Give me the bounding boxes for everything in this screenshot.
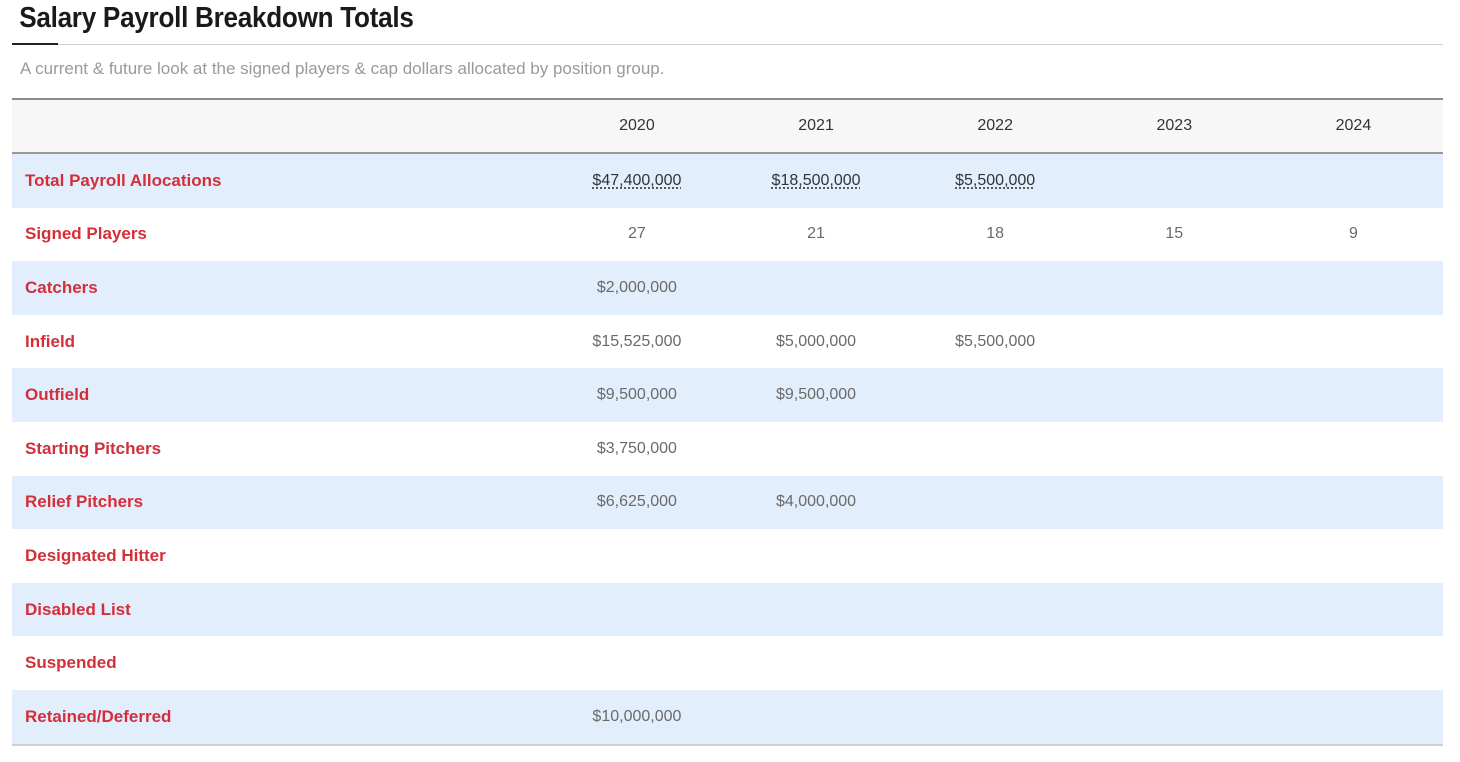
table-cell (726, 582, 906, 637)
table-cell (905, 261, 1085, 315)
total-payroll-2022[interactable]: $5,500,000 (905, 153, 1085, 208)
table-cell (547, 529, 726, 583)
table-cell (1264, 636, 1443, 690)
table-cell: $3,750,000 (596, 439, 677, 457)
table-cell (1264, 529, 1443, 583)
column-header-2023: 2023 (1084, 99, 1264, 154)
table-row-relief-pitchers: Relief Pitchers $6,625,000 $4,000,000 (12, 475, 1443, 530)
table-header-row: 2020 2021 2022 2023 2024 (12, 99, 1443, 154)
column-header-2021: 2021 (726, 99, 906, 154)
table-cell (1085, 422, 1264, 476)
total-payroll-2020[interactable]: $47,400,000 (547, 153, 727, 208)
table-row-designated-hitter: Designated Hitter (12, 529, 1443, 583)
table-cell: $5,000,000 (776, 332, 857, 350)
row-label-catchers: Catchers (12, 261, 548, 315)
table-cell: 9 (1348, 225, 1358, 243)
row-label-disabled-list: Disabled List (12, 582, 548, 637)
total-payroll-2021[interactable]: $18,500,000 (726, 153, 906, 208)
table-cell (1264, 315, 1443, 369)
row-label-starting-pitchers: Starting Pitchers (25, 438, 162, 458)
row-label-designated-hitter: Designated Hitter (25, 545, 166, 565)
row-label-suspended: Suspended (25, 653, 117, 673)
row-label-signed-players: Signed Players (25, 224, 147, 244)
table-cell (1084, 368, 1264, 422)
table-cell: $9,500,000 (547, 368, 727, 422)
table-cell: $15,525,000 (592, 332, 682, 350)
table-row-retained-deferred: Retained/Deferred $10,000,000 (12, 689, 1443, 746)
table-cell (905, 582, 1085, 637)
column-header-2024: 2024 (1263, 99, 1443, 154)
row-label-infield: Infield (25, 331, 76, 351)
table-cell (905, 475, 1085, 530)
table-cell (906, 636, 1085, 690)
row-label-retained-deferred: Retained/Deferred (12, 689, 548, 746)
table-cell: 15 (1165, 225, 1184, 243)
table-cell (905, 689, 1085, 746)
table-cell (906, 422, 1085, 476)
table-cell (726, 261, 906, 315)
column-header-2020: 2020 (547, 99, 727, 154)
table-cell: 18 (986, 225, 1005, 243)
page-header: Salary Payroll Breakdown Totals (12, 0, 1443, 45)
table-row-infield: Infield $15,525,000 $5,000,000 $5,500,00… (12, 315, 1443, 369)
table-cell (547, 636, 726, 690)
table-cell (726, 636, 905, 690)
table-row-total-payroll: Total Payroll Allocations $47,400,000 $1… (12, 153, 1443, 208)
table-cell (1263, 368, 1443, 422)
table-cell (1084, 582, 1264, 637)
table-cell: $9,500,000 (726, 368, 906, 422)
table-row-catchers: Catchers $2,000,000 (12, 261, 1443, 315)
table-row-outfield: Outfield $9,500,000 $9,500,000 (12, 368, 1443, 422)
table-cell (547, 582, 727, 637)
row-label-outfield: Outfield (12, 368, 548, 422)
title-divider (12, 36, 1443, 45)
table-cell (1084, 689, 1264, 746)
table-cell (1263, 475, 1443, 530)
table-cell: $10,000,000 (547, 689, 727, 746)
table-cell (1084, 261, 1264, 315)
table-cell: $2,000,000 (547, 261, 727, 315)
table-cell (726, 529, 905, 583)
table-cell: $5,500,000 (955, 332, 1036, 350)
table-cell: 21 (807, 225, 825, 243)
row-label-total-payroll: Total Payroll Allocations (12, 153, 548, 208)
page-title: Salary Payroll Breakdown Totals (19, 2, 414, 34)
total-payroll-2023 (1084, 153, 1264, 208)
table-row-disabled-list: Disabled List (12, 582, 1443, 637)
table-cell (726, 422, 905, 476)
table-row-signed-players: Signed Players 27 21 18 15 9 (12, 208, 1443, 262)
table-cell (1263, 689, 1443, 746)
payroll-breakdown-table: 2020 2021 2022 2023 2024 Total Payroll A… (12, 98, 1443, 746)
title-divider-line (12, 44, 1443, 45)
title-divider-accent (12, 43, 58, 45)
row-label-relief-pitchers: Relief Pitchers (12, 475, 548, 530)
column-header-2022: 2022 (905, 99, 1085, 154)
column-header-category (12, 99, 548, 154)
table-cell (905, 368, 1085, 422)
table-cell: 27 (628, 225, 646, 243)
table-cell (1085, 315, 1264, 369)
table-cell (1084, 475, 1264, 530)
table-cell (1085, 636, 1264, 690)
table-row-starting-pitchers: Starting Pitchers $3,750,000 (12, 422, 1443, 476)
table-cell (1263, 261, 1443, 315)
table-cell (1263, 582, 1443, 637)
table-cell: $6,625,000 (547, 475, 727, 530)
page-subtitle: A current & future look at the signed pl… (20, 59, 665, 78)
table-cell (906, 529, 1085, 583)
table-row-suspended: Suspended (12, 636, 1443, 690)
table-cell (726, 689, 906, 746)
total-payroll-2024 (1263, 153, 1443, 208)
table-cell (1085, 529, 1264, 583)
table-cell (1264, 422, 1443, 476)
table-cell: $4,000,000 (726, 475, 906, 530)
